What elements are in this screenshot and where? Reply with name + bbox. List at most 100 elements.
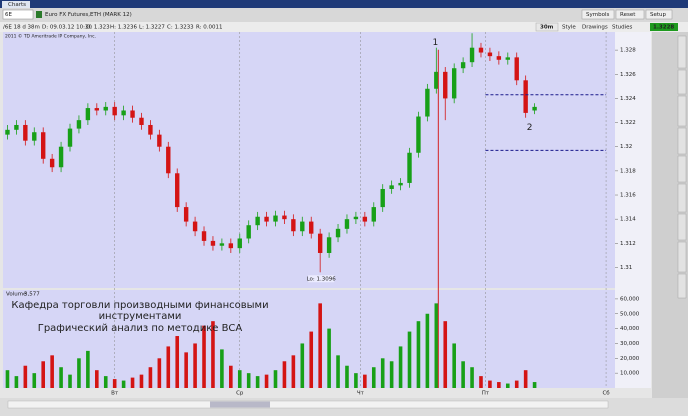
volume-bar [139,374,144,388]
volume-bar [354,373,358,388]
candle-body [371,207,376,222]
candle-body [407,152,412,183]
tab-label[interactable]: Charts [8,2,26,8]
button[interactable] [645,9,673,20]
volume-bar [318,303,322,388]
button-label[interactable]: Setup [650,12,667,18]
candle-body [32,132,37,141]
candle-body [496,56,502,60]
volume-bar [380,358,385,388]
volume-bar [505,383,510,388]
candle-body [443,71,448,99]
candle-body [505,57,510,60]
candle-body [49,158,55,168]
button[interactable] [581,9,615,20]
volume-bar [488,380,492,388]
bar-high: H: 1.3236 [110,25,137,31]
y-tick-label: 1.322 [620,120,636,126]
control[interactable] [535,22,559,32]
toolbar [0,8,688,22]
volume-bar [175,336,180,388]
y-tick-label: 1.314 [620,217,636,223]
candle-body [183,207,189,222]
candle-body [434,71,439,89]
candle-body [121,110,126,116]
volume-last: 3,577 [24,292,40,298]
volume-bar [389,361,394,388]
volume-tick-label: 40,000 [620,326,640,332]
candle-body [139,117,144,125]
volume-tick-label: 50,000 [620,311,640,317]
scroll-thumb[interactable] [210,401,270,408]
button[interactable] [615,9,645,20]
y-tick-label: 1.316 [620,193,636,199]
symbol-input[interactable] [2,9,34,20]
candle-body [192,221,198,232]
candle-body [478,47,484,53]
candle-body [353,216,359,220]
symbol[interactable]: 6E [5,12,12,18]
candle-body [148,124,153,135]
volume-bar [59,367,63,388]
y-tick-label: 1.318 [620,168,636,174]
volume-bar [371,367,376,388]
volume-tick-label: 20,000 [620,356,640,362]
control-label[interactable]: Drawings [582,25,608,31]
candle-body [76,120,82,129]
candle-body [300,221,305,232]
volume-bar [497,382,501,388]
volume-bar [95,370,99,388]
annotation-box [308,275,335,283]
annotation: 1 [432,38,438,48]
control-label[interactable]: Style [562,25,576,31]
volume-bar [479,376,483,388]
candle-body [335,228,341,238]
y-tick-label: 1.324 [620,96,636,102]
candle-body [273,215,278,222]
candle-body [416,116,421,153]
scrollbar[interactable] [7,400,609,409]
volume-bar [50,355,54,388]
volume-tick-label: 10,000 [620,371,640,377]
x-tick-label: Вт [111,391,119,397]
candle-body [85,108,91,121]
overlay-text: Кафедра торговли производными финансовым… [11,300,268,311]
tab[interactable] [2,1,30,8]
bar-open: O: 1.323 [86,25,110,31]
volume-bar [41,361,46,388]
volume-bar [220,349,224,388]
volume-bar [514,380,519,388]
symbol-icon [36,11,42,18]
button-label[interactable]: Symbols [586,12,609,18]
symbol-info: /6E 18 d 38m [3,25,40,31]
volume-bar [229,365,233,388]
candle-body [175,173,180,208]
copyright: 2011 © TD Ameritrade IP Company, Inc. [5,33,96,40]
side-tabs[interactable] [677,35,687,299]
y-tick-label: 1.328 [620,48,636,54]
volume-bar [461,361,465,388]
candle-body [237,238,242,249]
x-tick-label: Ср [236,391,244,397]
volume-bar [443,321,448,388]
annotation: 2 [527,123,533,133]
candle-body [425,88,430,117]
y-tick-label: 1.31 [620,265,632,271]
control-label[interactable]: 30m [540,25,554,31]
volume-bar [264,374,269,388]
candle-body [201,231,207,241]
candle-body [219,243,225,246]
candle-body [362,216,368,222]
volume-bar [345,365,349,388]
volume-bar [309,331,314,388]
candle-body [23,124,28,141]
y-tick-label: 1.312 [620,241,636,247]
volume-bar [77,358,81,388]
volume-panel [3,290,615,388]
control-label[interactable]: Studies [612,25,633,31]
button-label[interactable]: Reset [620,12,636,18]
candle-body [469,47,475,63]
volume-bar [5,370,10,388]
volume-bar [523,370,528,388]
volume-bar [32,373,37,388]
